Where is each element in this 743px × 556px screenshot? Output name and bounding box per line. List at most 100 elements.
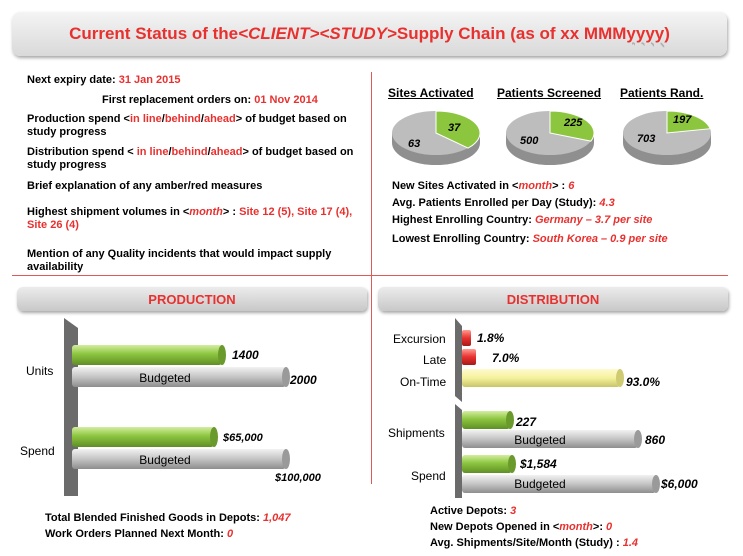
pie-heading-screened: Patients Screened bbox=[497, 86, 602, 100]
vertical-divider bbox=[371, 72, 372, 484]
pie-rand-green-label: 197 bbox=[673, 114, 692, 126]
active-depots-label: Active Depots: bbox=[430, 505, 511, 517]
dist-spend-actual-bar bbox=[462, 455, 512, 473]
pie-screened-green-label: 225 bbox=[564, 117, 583, 129]
pie-rand-grey-label: 703 bbox=[637, 133, 656, 145]
option-ahead: ahead bbox=[203, 113, 236, 125]
late-value: 7.0% bbox=[492, 351, 520, 365]
highest-country-label: Highest Enrolling Country: bbox=[392, 214, 535, 226]
lowest-country-value: South Korea – 0.9 per site bbox=[532, 233, 668, 245]
dist-spend-budget-bar-cap bbox=[652, 475, 660, 493]
units-actual-value: 1400 bbox=[232, 348, 259, 362]
production-spend-label: Spend bbox=[20, 444, 55, 458]
blended-value: 1,047 bbox=[262, 512, 291, 524]
units-budgeted-label: Budgeted bbox=[139, 371, 191, 385]
active-depots-line: Active Depots: 3 bbox=[430, 505, 516, 518]
spend-actual-bar bbox=[72, 427, 214, 447]
spend-budget-bar-cap bbox=[282, 449, 290, 469]
new-depots-value: 0 bbox=[606, 521, 613, 533]
dist-spend-budget-value: $6,000 bbox=[661, 477, 698, 491]
pie-sites-green-label: 37 bbox=[448, 122, 461, 134]
replacement-orders-line: First replacement orders on: 01 Nov 2014 bbox=[102, 94, 318, 107]
ontime-bar-cap bbox=[616, 369, 624, 387]
avg-patients-line: Avg. Patients Enrolled per Day (Study): … bbox=[392, 197, 615, 210]
lowest-country-label: Lowest Enrolling Country: bbox=[392, 233, 533, 245]
new-sites-label-suffix: > : bbox=[552, 180, 569, 192]
title-close: ) bbox=[664, 24, 670, 43]
distribution-spend-line: Distribution spend < in line/behind/ahea… bbox=[27, 146, 354, 171]
avg-patients-value: 4.3 bbox=[599, 197, 615, 209]
title-year: yyyy bbox=[626, 24, 665, 43]
excursion-bar bbox=[462, 330, 471, 346]
blended-label: Total Blended Finished Goods in Depots: bbox=[45, 512, 263, 524]
avg-shipments-line: Avg. Shipments/Site/Month (Study) : 1.4 bbox=[430, 537, 638, 550]
shipment-volumes-line: Highest shipment volumes in <month> : Si… bbox=[27, 206, 362, 232]
pie-screened-grey-label: 500 bbox=[520, 135, 539, 147]
production-spend-line: Production spend <in line/behind/ahead> … bbox=[27, 113, 347, 138]
shipments-actual-value: 227 bbox=[516, 415, 537, 429]
shipments-budgeted-label: Budgeted bbox=[514, 433, 566, 447]
pie-green-slice bbox=[666, 110, 711, 134]
blended-goods-line: Total Blended Finished Goods in Depots: … bbox=[45, 512, 291, 525]
lowest-country-line: Lowest Enrolling Country: South Korea – … bbox=[392, 233, 668, 246]
excursion-value: 1.8% bbox=[477, 331, 505, 345]
production-axis-base bbox=[64, 318, 78, 496]
new-depots-label-suffix: >: bbox=[592, 521, 607, 533]
new-sites-value: 6 bbox=[568, 180, 575, 192]
expiry-value: 31 Jan 2015 bbox=[118, 74, 181, 86]
pie-sites-grey-label: 63 bbox=[408, 138, 421, 150]
spend-budgeted-label: Budgeted bbox=[139, 453, 191, 467]
work-orders-line: Work Orders Planned Next Month: 0 bbox=[45, 528, 233, 541]
shipment-label-month: month bbox=[189, 206, 223, 218]
late-bar bbox=[462, 349, 476, 365]
dist-spend-label: Spend bbox=[411, 469, 446, 483]
horizontal-divider bbox=[12, 275, 728, 276]
pie-heading-sites: Sites Activated bbox=[388, 86, 474, 100]
pie-green-slice bbox=[435, 110, 481, 149]
option-behind: behind bbox=[171, 146, 208, 158]
units-budget-bar-cap bbox=[282, 367, 290, 387]
replacement-value: 01 Nov 2014 bbox=[254, 94, 318, 106]
replacement-label: First replacement orders on: bbox=[102, 94, 255, 106]
units-label: Units bbox=[26, 364, 54, 378]
new-sites-label-prefix: New Sites Activated in < bbox=[392, 180, 519, 192]
shipments-label: Shipments bbox=[388, 426, 445, 440]
brief-explanation: Brief explanation of any amber/red measu… bbox=[27, 180, 263, 192]
units-actual-bar-cap bbox=[218, 345, 226, 365]
distribution-axis-base-bottom bbox=[455, 404, 462, 498]
title-suffix: Supply Chain (as of xx MMM bbox=[396, 24, 627, 43]
avg-shipments-label: Avg. Shipments/Site/Month (Study) : bbox=[430, 537, 623, 549]
avg-shipments-value: 1.4 bbox=[622, 537, 638, 549]
title-study: <STUDY> bbox=[319, 24, 397, 43]
production-spend-prefix: Production spend < bbox=[27, 113, 130, 125]
new-depots-label-prefix: New Depots Opened in < bbox=[430, 521, 560, 533]
shipments-budget-value: 860 bbox=[645, 433, 666, 447]
pie-green-slice bbox=[549, 110, 595, 142]
new-depots-line: New Depots Opened in <month>: 0 bbox=[430, 521, 612, 534]
title-client: <CLIENT> bbox=[238, 24, 320, 43]
pie-patients-rand bbox=[623, 110, 711, 165]
avg-patients-label: Avg. Patients Enrolled per Day (Study): bbox=[392, 197, 600, 209]
highest-country-value: Germany – 3.7 per site bbox=[535, 214, 653, 226]
work-orders-value: 0 bbox=[226, 528, 234, 540]
shipments-actual-bar bbox=[462, 411, 510, 429]
ontime-label: On-Time bbox=[400, 375, 447, 389]
pie-heading-rand: Patients Rand. bbox=[620, 86, 704, 100]
option-behind: behind bbox=[164, 113, 201, 125]
production-header: PRODUCTION bbox=[17, 287, 367, 311]
dist-spend-actual-bar-cap bbox=[508, 455, 516, 473]
expiry-date-line: Next expiry date: 31 Jan 2015 bbox=[27, 74, 180, 87]
new-depots-label-month: month bbox=[559, 521, 593, 533]
new-sites-line: New Sites Activated in <month> : 6 bbox=[392, 180, 574, 193]
highest-country-line: Highest Enrolling Country: Germany – 3.7… bbox=[392, 214, 652, 227]
ontime-value: 93.0% bbox=[626, 375, 661, 389]
excursion-label: Excursion bbox=[393, 332, 446, 346]
option-in-line: in line bbox=[136, 146, 169, 158]
dist-spend-actual-value: $1,584 bbox=[520, 457, 557, 471]
shipment-label-prefix: Highest shipment volumes in < bbox=[27, 206, 190, 218]
expiry-label: Next expiry date: bbox=[27, 74, 119, 86]
distribution-axis-base-top bbox=[455, 318, 462, 402]
page-title: Current Status of the <CLIENT> <STUDY> Su… bbox=[12, 12, 727, 56]
shipments-budget-bar-cap bbox=[634, 430, 642, 448]
shipment-label-suffix: > : bbox=[222, 206, 240, 218]
